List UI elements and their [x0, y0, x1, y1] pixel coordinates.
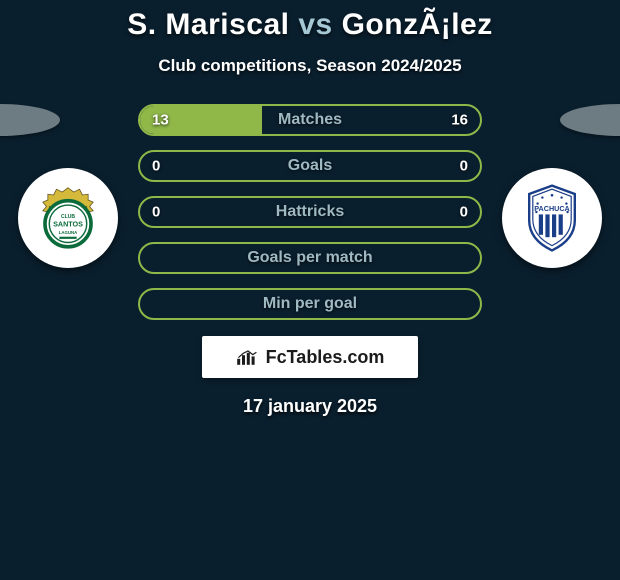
player2-name: GonzÃ¡lez: [342, 8, 493, 41]
santos-laguna-icon: CLUB SANTOS LAGUNA: [32, 182, 104, 254]
player1-name: S. Mariscal: [127, 8, 289, 41]
stat-value-left: 13: [152, 112, 169, 129]
left-oval-decoration: [0, 104, 60, 136]
stat-bars: 13 16 Matches 0 0 Goals 0 0 Hattricks Goals per m…: [120, 104, 500, 320]
page-title: S. Mariscal vs GonzÃ¡lez: [0, 8, 620, 42]
stat-bar-goals-per-match: Goals per match: [138, 242, 482, 274]
main-row: CLUB SANTOS LAGUNA 13 16 Matches 0 0 Goals 0 0 H…: [0, 104, 620, 320]
pachuca-badge: PACHUCA: [502, 168, 602, 268]
stat-bar-min-per-goal: Min per goal: [138, 288, 482, 320]
stat-label: Goals: [288, 157, 332, 175]
subtitle: Club competitions, Season 2024/2025: [0, 56, 620, 76]
stat-bar-goals: 0 0 Goals: [138, 150, 482, 182]
stat-bar-hattricks: 0 0 Hattricks: [138, 196, 482, 228]
svg-text:PACHUCA: PACHUCA: [534, 204, 569, 213]
stat-label: Goals per match: [247, 249, 372, 267]
stat-value-left: 0: [152, 158, 160, 175]
branding-badge[interactable]: FcTables.com: [202, 336, 418, 378]
stat-value-right: 0: [460, 204, 468, 221]
pachuca-icon: PACHUCA: [521, 182, 583, 254]
comparison-widget: S. Mariscal vs GonzÃ¡lez Club competitio…: [0, 0, 620, 417]
stat-value-right: 0: [460, 158, 468, 175]
stat-value-left: 0: [152, 204, 160, 221]
stat-bar-matches: 13 16 Matches: [138, 104, 482, 136]
right-side: PACHUCA: [500, 104, 620, 268]
right-oval-decoration: [560, 104, 620, 136]
stat-label: Min per goal: [263, 295, 357, 313]
fctables-chart-icon: [236, 348, 260, 366]
date-label: 17 january 2025: [0, 396, 620, 417]
club-santos-laguna-badge: CLUB SANTOS LAGUNA: [18, 168, 118, 268]
stat-label: Hattricks: [276, 203, 344, 221]
stat-value-right: 16: [451, 112, 468, 129]
stat-label: Matches: [278, 111, 342, 129]
svg-text:SANTOS: SANTOS: [53, 220, 83, 229]
vs-label: vs: [298, 8, 332, 41]
branding-text: FcTables.com: [266, 347, 385, 368]
left-side: CLUB SANTOS LAGUNA: [0, 104, 120, 268]
svg-text:LAGUNA: LAGUNA: [59, 230, 77, 235]
